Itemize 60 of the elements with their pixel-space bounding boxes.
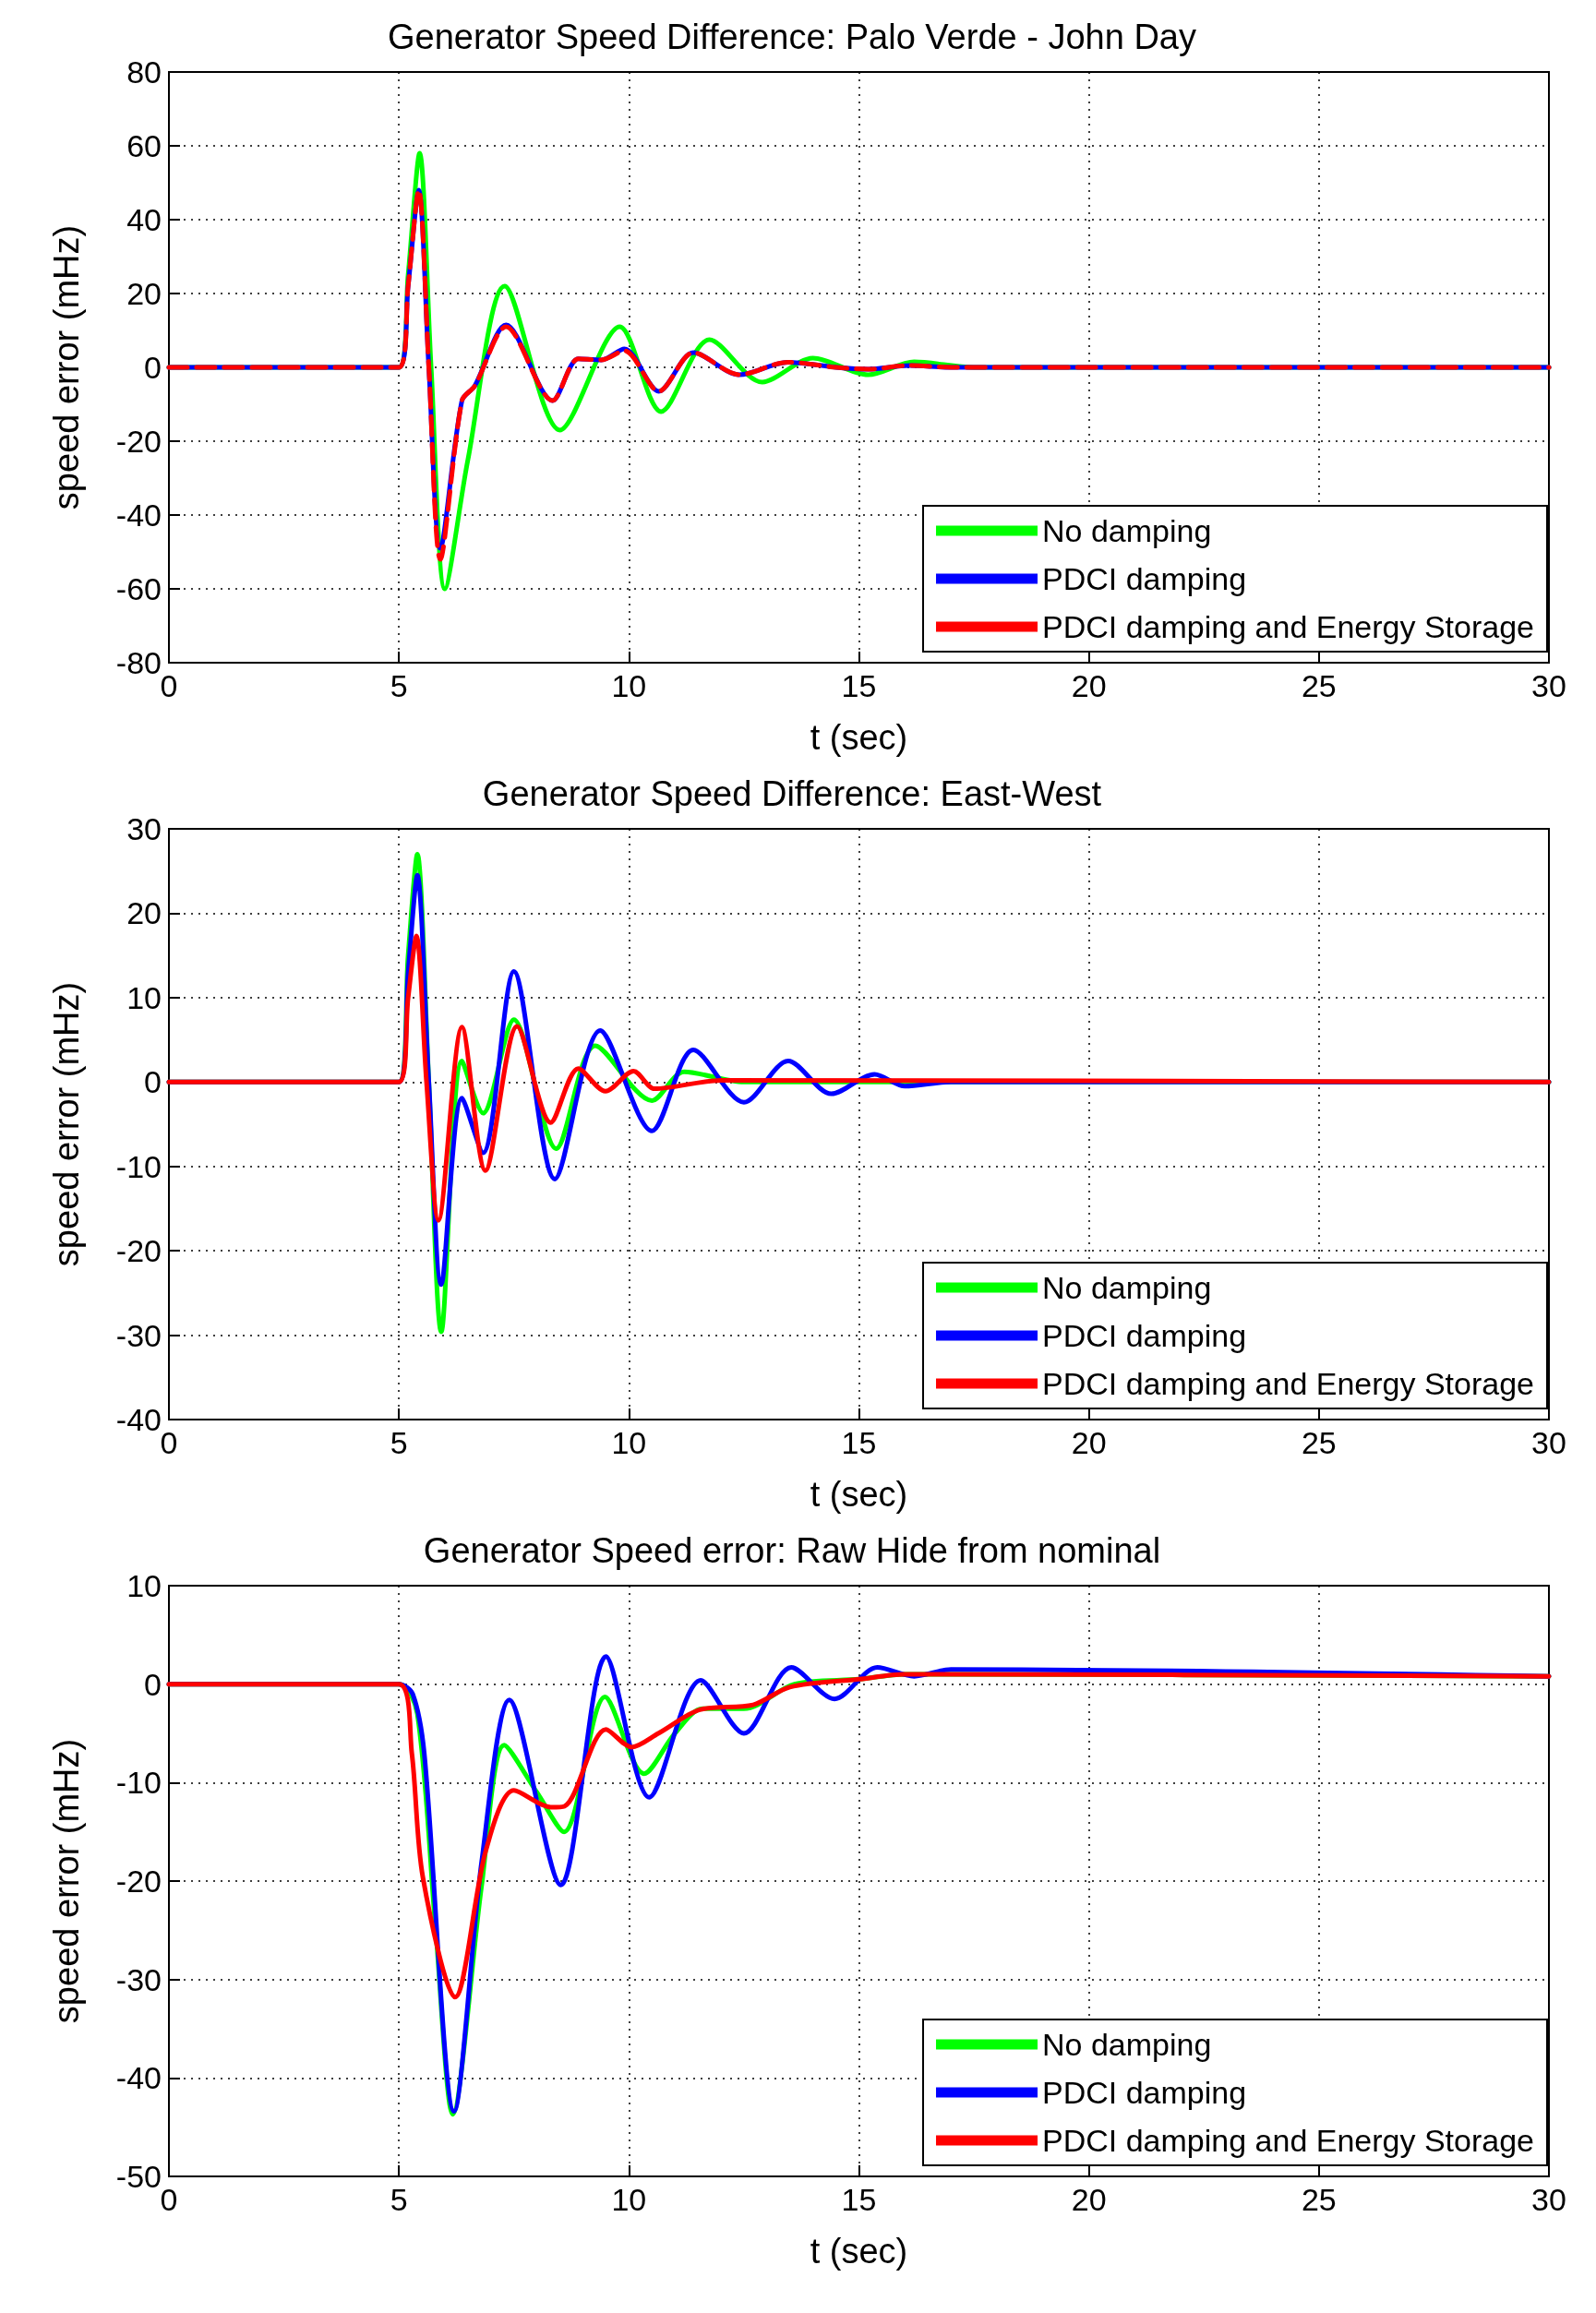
- y-tick-label: -10: [115, 1148, 162, 1184]
- y-tick-label: -60: [115, 571, 162, 606]
- y-tick-label: -20: [115, 1864, 162, 1899]
- x-tick-label: 10: [611, 668, 647, 703]
- legend-label: No damping: [1042, 513, 1212, 548]
- y-tick-label: -20: [115, 1233, 162, 1269]
- legend-label: PDCI damping: [1042, 2075, 1247, 2110]
- x-axis-title: t (sec): [810, 718, 908, 757]
- x-tick-label: 20: [1071, 2182, 1107, 2217]
- legend-label: PDCI damping: [1042, 561, 1247, 596]
- y-tick-label: -10: [115, 1765, 162, 1801]
- x-tick-label: 15: [841, 668, 877, 703]
- x-tick-label: 25: [1301, 668, 1337, 703]
- x-tick-label: 30: [1531, 1425, 1566, 1460]
- x-tick-label: 10: [611, 1425, 647, 1460]
- x-tick-label: 30: [1531, 2182, 1566, 2217]
- y-tick-label: 40: [126, 202, 162, 237]
- y-tick-label: 0: [144, 1666, 162, 1702]
- x-tick-label: 5: [390, 2182, 408, 2217]
- x-tick-label: 15: [841, 2182, 877, 2217]
- x-tick-label: 5: [390, 668, 408, 703]
- x-tick-label: 25: [1301, 2182, 1337, 2217]
- y-tick-label: 10: [126, 979, 162, 1015]
- legend-label: PDCI damping: [1042, 1318, 1247, 1353]
- x-tick-label: 30: [1531, 668, 1566, 703]
- x-tick-label: 20: [1071, 1425, 1107, 1460]
- legend-label: No damping: [1042, 2027, 1212, 2062]
- y-tick-label: -80: [115, 645, 162, 680]
- x-tick-label: 15: [841, 1425, 877, 1460]
- y-tick-label: -30: [115, 1317, 162, 1353]
- y-tick-label: 80: [126, 54, 162, 90]
- legend-label: No damping: [1042, 1270, 1212, 1305]
- chart-title: Generator Speed Difference: Palo Verde - John Day: [388, 18, 1196, 56]
- y-tick-label: -40: [115, 1402, 162, 1437]
- y-tick-label: -20: [115, 424, 162, 459]
- legend-label: PDCI damping and Energy Storage: [1042, 609, 1535, 644]
- y-tick-label: -50: [115, 2159, 162, 2194]
- x-tick-label: 5: [390, 1425, 408, 1460]
- y-tick-label: -30: [115, 1961, 162, 1997]
- y-tick-label: -40: [115, 2060, 162, 2096]
- y-axis-title: speed error (mHz): [47, 1738, 86, 2024]
- x-axis-title: t (sec): [810, 1475, 908, 1514]
- y-tick-label: 0: [144, 1064, 162, 1100]
- chart-title: Generator Speed error: Raw Hide from nominal: [423, 1531, 1161, 1570]
- x-tick-label: 10: [611, 2182, 647, 2217]
- y-axis-title: speed error (mHz): [47, 981, 86, 1267]
- y-tick-label: 30: [126, 811, 162, 846]
- y-tick-label: 60: [126, 128, 162, 163]
- y-tick-label: 20: [126, 895, 162, 931]
- chart-title: Generator Speed Difference: East-West: [482, 774, 1102, 813]
- y-tick-label: 0: [144, 350, 162, 385]
- y-tick-label: -40: [115, 497, 162, 533]
- y-tick-label: 10: [126, 1568, 162, 1603]
- x-tick-label: 25: [1301, 1425, 1337, 1460]
- y-tick-label: 20: [126, 276, 162, 311]
- legend-label: PDCI damping and Energy Storage: [1042, 1366, 1535, 1401]
- y-axis-title: speed error (mHz): [47, 224, 86, 510]
- legend-label: PDCI damping and Energy Storage: [1042, 2123, 1535, 2158]
- x-axis-title: t (sec): [810, 2232, 908, 2271]
- x-tick-label: 20: [1071, 668, 1107, 703]
